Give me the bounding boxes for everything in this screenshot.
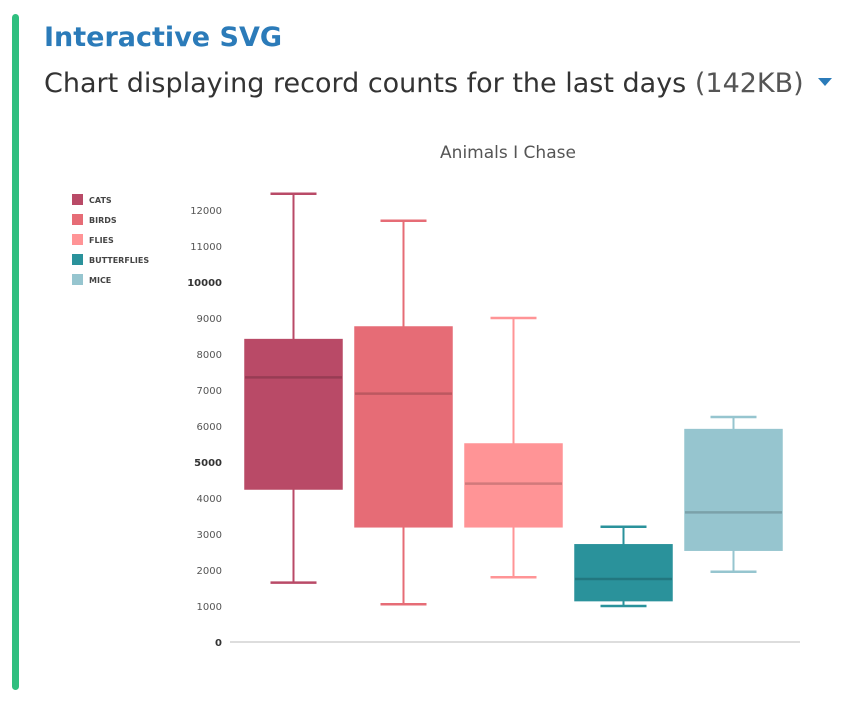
chart-title: Animals I Chase	[440, 143, 576, 163]
legend-label[interactable]: BUTTERFLIES	[89, 256, 149, 265]
y-tick-label: 8000	[197, 350, 222, 361]
legend-label[interactable]: CATS	[89, 196, 112, 205]
legend-swatch	[72, 234, 83, 245]
box-flies[interactable]	[464, 316, 563, 579]
y-tick-label: 2000	[197, 566, 222, 577]
y-tick-label: 0	[215, 638, 222, 649]
box-iqr	[684, 428, 783, 551]
y-tick-label: 12000	[190, 206, 222, 217]
y-tick-label: 1000	[197, 602, 222, 613]
y-tick-label: 3000	[197, 530, 222, 541]
caret-down-icon[interactable]	[818, 77, 833, 86]
box-iqr	[354, 326, 453, 528]
file-size: (142KB)	[694, 68, 804, 99]
legend-swatch	[72, 274, 83, 285]
subtitle-row: Chart displaying record counts for the l…	[44, 66, 833, 102]
box-iqr	[244, 338, 343, 490]
legend: CATS BIRDS FLIES BUTTERFLIES MICE	[72, 194, 149, 285]
box-iqr	[464, 443, 563, 528]
y-tick-label: 5000	[194, 458, 222, 469]
box-cats[interactable]	[244, 192, 343, 584]
y-tick-label: 4000	[197, 494, 222, 505]
chart-subtitle: Chart displaying record counts for the l…	[44, 68, 687, 99]
y-tick-label: 9000	[197, 314, 222, 325]
legend-label[interactable]: FLIES	[89, 236, 114, 245]
legend-label[interactable]: BIRDS	[89, 216, 117, 225]
boxes	[244, 192, 783, 608]
y-tick-label: 7000	[197, 386, 222, 397]
box-mice[interactable]	[684, 415, 783, 574]
header: Interactive SVG Chart displaying record …	[44, 20, 833, 102]
box-butterflies[interactable]	[574, 525, 673, 608]
accent-bar	[12, 14, 19, 690]
y-axis: 0 1000 2000 3000 4000 5000 6000 7000 8000 9000 100…	[187, 206, 800, 649]
box-iqr	[574, 544, 673, 602]
box-plot-chart: Animals I Chase CATS BIRDS FLIES BUTTERFLIE…	[72, 143, 800, 649]
legend-swatch	[72, 194, 83, 205]
box-birds[interactable]	[354, 219, 453, 606]
legend-swatch	[72, 214, 83, 225]
legend-swatch	[72, 254, 83, 265]
legend-label[interactable]: MICE	[89, 276, 111, 285]
chart-area: Animals I Chase CATS BIRDS FLIES BUTTERFLIE…	[0, 120, 868, 684]
y-tick-label: 10000	[187, 278, 222, 289]
interactive-svg-link[interactable]: Interactive SVG	[44, 22, 283, 53]
y-tick-label: 6000	[197, 422, 222, 433]
y-tick-label: 11000	[190, 242, 222, 253]
